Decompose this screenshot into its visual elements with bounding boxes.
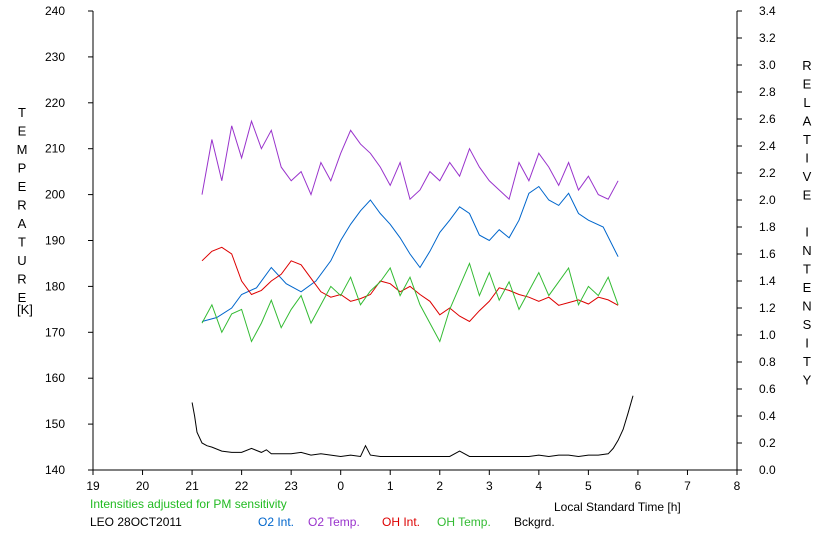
y-tick-label: 200 [45,188,65,202]
y2-tick-label: 1.8 [759,220,776,234]
legend-o2-int: O2 Int. [258,515,294,529]
y2-axis-label-letter: E [803,188,812,203]
y-axis-label-letter: E [18,179,27,194]
y2-tick-label: 3.2 [759,31,776,45]
legend-bckgrd: Bckgrd. [514,515,555,529]
series-bckgrd [191,395,634,458]
y2-tick-label: 2.2 [759,166,776,180]
y-tick-label: 150 [45,417,65,431]
y-axis-label-letter: T [18,105,26,120]
y2-axis-label-letter: E [803,280,812,295]
y-axis-label-letter: E [18,124,27,139]
series-layer [191,119,634,458]
y-tick-label: 210 [45,142,65,156]
y2-axis-label-letter: T [803,132,811,147]
y2-tick-label: 3.4 [759,4,776,18]
y2-axis-label-letter: N [802,243,811,258]
series-o2-temp [201,119,619,201]
y2-axis-label-letter: Y [803,373,812,388]
y2-tick-label: 0.0 [759,463,776,477]
legend-o2-temp: O2 Temp. [308,515,360,529]
y2-tick-label: 2.4 [759,139,776,153]
x-axis-ticks: 19 20 21 22 23 0 1 2 3 4 5 6 7 8 [86,470,741,493]
x-tick-label: 23 [284,479,298,493]
y-axis-label-letter: T [18,235,26,250]
x-tick-label: 22 [235,479,249,493]
y2-tick-label: 2.8 [759,85,776,99]
y-axis-label-letter: E [18,290,27,305]
y2-axis-label-letter: S [803,317,812,332]
x-tick-label: 5 [585,479,592,493]
y2-tick-label: 2.0 [759,193,776,207]
x-tick-label: 19 [86,479,100,493]
y2-axis-label-letter: I [805,336,809,351]
series-o2-int [201,185,619,322]
x-tick-label: 0 [337,479,344,493]
y-axis-label-letter: A [18,216,27,231]
y-tick-label: 240 [45,4,65,18]
sensitivity-note: Intensities adjusted for PM sensitivity [90,497,287,511]
y2-tick-label: 2.6 [759,112,776,126]
y2-tick-label: 1.2 [759,301,776,315]
y-axis-label-letter: U [17,253,26,268]
y2-tick-label: 3.0 [759,58,776,72]
x-tick-label: 3 [486,479,493,493]
x-tick-label: 1 [387,479,394,493]
legend-oh-int: OH Int. [382,515,420,529]
y-tick-label: 170 [45,325,65,339]
y-axis-unit: [K] [17,302,33,317]
y2-axis-label-letter: A [803,114,812,129]
x-axis-label: Local Standard Time [h] [554,500,681,514]
y-tick-label: 190 [45,234,65,248]
y2-tick-label: 1.6 [759,247,776,261]
y2-tick-label: 0.2 [759,436,776,450]
y-tick-label: 180 [45,279,65,293]
y2-tick-label: 0.8 [759,355,776,369]
x-tick-label: 21 [185,479,199,493]
y-axis-label-letter: R [17,198,26,213]
series-oh-temp [201,261,619,343]
x-tick-label: 20 [136,479,150,493]
y2-axis-label-letter: N [802,299,811,314]
station-label: LEO 28OCT2011 [90,515,182,529]
y-axis-label-letter: R [17,272,26,287]
y2-axis-label-letter: T [803,262,811,277]
x-tick-label: 6 [635,479,642,493]
y-tick-label: 230 [45,50,65,64]
y-axis-label-letter: P [18,161,27,176]
y-tick-label: 160 [45,371,65,385]
series-oh-int [201,246,619,323]
x-tick-label: 8 [734,479,741,493]
y2-axis-label-letter: T [803,354,811,369]
y2-tick-label: 0.6 [759,382,776,396]
y2-tick-label: 1.4 [759,274,776,288]
y2-axis-label-letter: L [803,95,810,110]
y2-axis-label-letter: R [802,58,811,73]
y-axis-ticks: 140 150 160 170 180 190 200 210 220 230 240 [45,4,93,477]
x-tick-label: 7 [684,479,691,493]
y2-axis-label-letter: V [803,169,812,184]
x-tick-label: 2 [436,479,443,493]
y2-tick-label: 0.4 [759,409,776,423]
y2-axis-label-letter: I [805,151,809,166]
y-tick-label: 220 [45,96,65,110]
y2-axis-label-letter: E [803,77,812,92]
y2-axis-ticks: 0.0 0.2 0.4 0.6 0.8 1.0 1.2 1.4 1.6 1.8 2.0 2.2 2.4 2… [737,4,776,477]
x-tick-label: 4 [536,479,543,493]
legend-oh-temp: OH Temp. [437,515,491,529]
y2-axis-label-letter: I [805,225,809,240]
y-tick-label: 140 [45,463,65,477]
plot-frame [92,11,738,471]
y2-tick-label: 1.0 [759,328,776,342]
y-axis-label-letter: M [17,142,28,157]
